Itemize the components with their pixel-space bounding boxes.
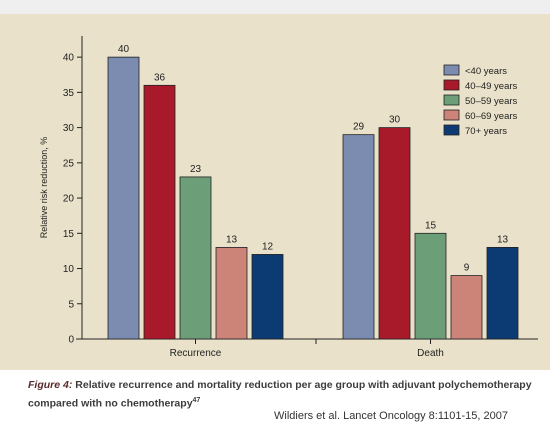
legend-label: 50–59 years (465, 96, 518, 107)
y-tick-label: 40 (63, 53, 75, 64)
top-rule (0, 0, 550, 14)
x-tick-label: Death (417, 348, 444, 359)
y-axis-label: Relative risk reduction, % (39, 137, 49, 239)
bar (486, 246, 519, 340)
bar (342, 134, 375, 340)
y-tick-label: 5 (68, 299, 74, 310)
data-label: 23 (190, 164, 202, 175)
data-label: 29 (353, 122, 365, 133)
legend-swatch (443, 109, 460, 121)
y-tick-label: 10 (63, 264, 75, 275)
legend-label: 40–49 years (465, 81, 518, 92)
data-label: 13 (226, 234, 238, 245)
chart-legend: <40 years 40–49 years 50–59 years 60–69 yea… (443, 64, 518, 137)
y-tick-label: 15 (63, 229, 75, 240)
bar (251, 254, 284, 340)
legend-label: 70+ years (465, 126, 507, 137)
bar (179, 176, 212, 340)
bar (450, 275, 483, 340)
caption-text: Relative recurrence and mortality reduct… (28, 379, 532, 410)
bar (414, 232, 447, 340)
chart-bars: 40 36 23 13 12 29 30 15 9 13 (107, 44, 519, 340)
data-label: 36 (154, 72, 166, 83)
figure-label: Figure 4: (28, 379, 73, 391)
figure-caption: Figure 4: Relative recurrence and mortal… (28, 378, 538, 412)
data-label: 9 (464, 263, 470, 274)
caption-superscript: 47 (192, 397, 201, 404)
y-tick-label: 30 (63, 123, 75, 134)
data-label: 12 (262, 241, 274, 252)
source-citation: Wildiers et al. Lancet Oncology 8:1101-1… (274, 410, 508, 422)
bar (143, 84, 176, 340)
y-tick-label: 25 (63, 158, 75, 169)
data-label: 30 (389, 115, 401, 126)
legend-label: 60–69 years (465, 111, 518, 122)
x-tick-label: Recurrence (170, 348, 222, 359)
data-label: 13 (497, 234, 509, 245)
y-tick-label: 20 (63, 194, 75, 205)
legend-swatch (443, 94, 460, 106)
legend-swatch (443, 64, 460, 76)
bar (107, 56, 140, 340)
y-tick-label: 0 (68, 335, 74, 346)
y-tick-label: 35 (63, 88, 75, 99)
data-label: 15 (425, 220, 437, 231)
data-label: 40 (118, 44, 130, 55)
bar (378, 127, 411, 340)
bar (215, 246, 248, 340)
legend-swatch (443, 124, 460, 136)
legend-label: <40 years (465, 66, 507, 77)
legend-swatch (443, 79, 460, 91)
